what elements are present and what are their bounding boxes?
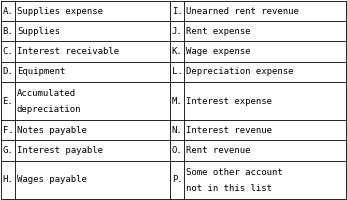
Text: not in this list: not in this list bbox=[186, 184, 272, 193]
Text: Interest payable: Interest payable bbox=[17, 146, 103, 155]
Text: Interest receivable: Interest receivable bbox=[17, 47, 119, 56]
Text: Unearned rent revenue: Unearned rent revenue bbox=[186, 7, 299, 16]
Text: D.: D. bbox=[3, 67, 14, 76]
Text: H.: H. bbox=[3, 175, 14, 184]
Text: depreciation: depreciation bbox=[17, 105, 82, 114]
Text: E.: E. bbox=[3, 97, 14, 106]
Text: F.: F. bbox=[3, 126, 14, 135]
Text: Rent revenue: Rent revenue bbox=[186, 146, 251, 155]
Text: Equipment: Equipment bbox=[17, 67, 65, 76]
Text: O.: O. bbox=[172, 146, 183, 155]
Text: K.: K. bbox=[172, 47, 183, 56]
Text: A.: A. bbox=[3, 7, 14, 16]
Text: Some other account: Some other account bbox=[186, 168, 283, 177]
Text: Notes payable: Notes payable bbox=[17, 126, 87, 135]
Text: Interest expense: Interest expense bbox=[186, 97, 272, 106]
Text: I.: I. bbox=[172, 7, 183, 16]
Text: Depreciation expense: Depreciation expense bbox=[186, 67, 294, 76]
Text: Supplies expense: Supplies expense bbox=[17, 7, 103, 16]
Text: Accumulated: Accumulated bbox=[17, 89, 76, 98]
Text: M.: M. bbox=[172, 97, 183, 106]
Text: Interest revenue: Interest revenue bbox=[186, 126, 272, 135]
Text: Rent expense: Rent expense bbox=[186, 27, 251, 36]
Text: L.: L. bbox=[172, 67, 183, 76]
Text: Wage expense: Wage expense bbox=[186, 47, 251, 56]
Text: N.: N. bbox=[172, 126, 183, 135]
Text: J.: J. bbox=[172, 27, 183, 36]
Text: C.: C. bbox=[3, 47, 14, 56]
Text: Supplies: Supplies bbox=[17, 27, 60, 36]
Text: G.: G. bbox=[3, 146, 14, 155]
Text: P.: P. bbox=[172, 175, 183, 184]
Text: B.: B. bbox=[3, 27, 14, 36]
Text: Wages payable: Wages payable bbox=[17, 175, 87, 184]
